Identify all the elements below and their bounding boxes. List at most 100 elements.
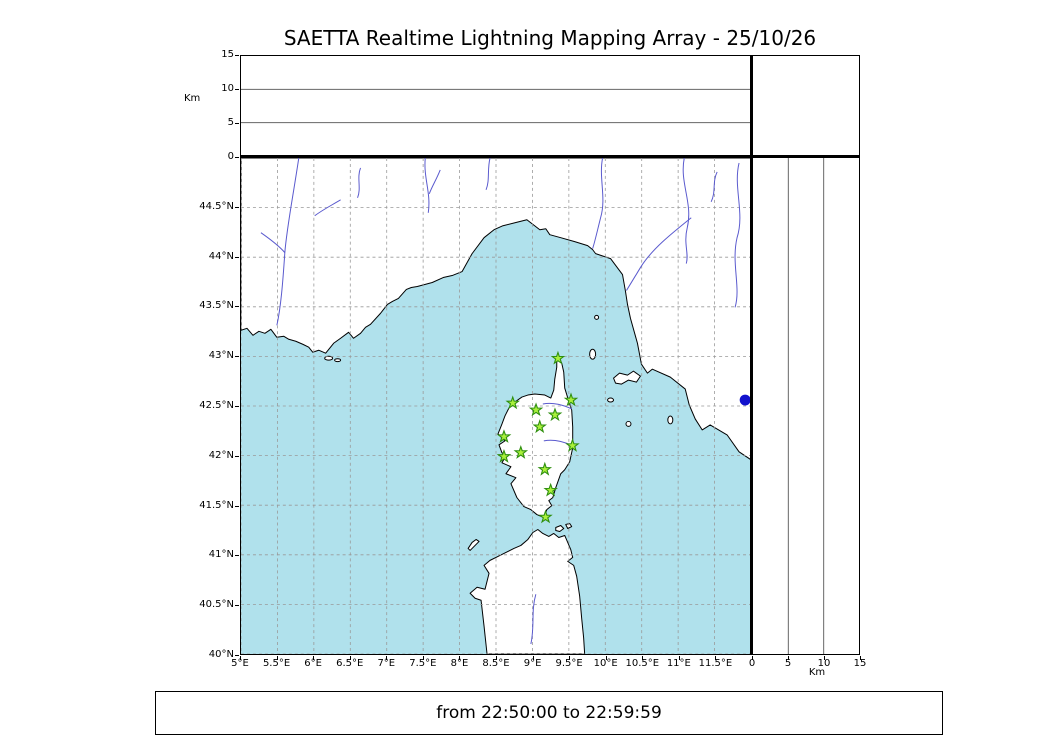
lon-tick-label: 11.5°E: [698, 658, 733, 669]
island-pianosa: [607, 397, 615, 403]
panel-divider-vertical: [750, 55, 753, 655]
altitude-longitude-panel: [240, 55, 752, 157]
river: [682, 158, 690, 264]
lat-axis-tick: [235, 505, 239, 507]
altitude-axis-tick: [235, 55, 239, 56]
time-range-label: from 22:50:00 to 22:59:59: [436, 703, 662, 723]
lat-axis-tick: [235, 206, 239, 208]
altitude-tick-label-top: 0: [227, 151, 234, 162]
lat-axis-tick: [235, 306, 239, 308]
station-marker: [547, 407, 563, 422]
map-plot: [241, 158, 751, 654]
river: [710, 171, 718, 203]
river: [734, 162, 741, 308]
altitude-tick-label-right: 10: [817, 658, 831, 669]
lat-tick-label: 41.5°N: [199, 499, 234, 511]
lat-axis-tick: [235, 455, 239, 457]
station-marker: [513, 444, 529, 459]
rivers-layer: [260, 158, 741, 645]
station-layer: [496, 350, 751, 524]
altitude-tick-label-top: 15: [221, 49, 234, 60]
lat-tick-label: 44.5°N: [199, 200, 234, 212]
river: [530, 594, 537, 645]
lon-tick-label: 7.5°E: [409, 658, 437, 669]
grid-layer: [241, 158, 751, 654]
lon-tick-label: 8°E: [450, 658, 469, 669]
station-marker: [563, 392, 579, 407]
lat-axis-tick: [235, 256, 239, 258]
lon-axis-tick: [313, 656, 315, 660]
altitude-axis-tick: [788, 656, 789, 660]
river: [424, 158, 430, 213]
station-marker: [505, 395, 520, 410]
altitude-latitude-panel: [752, 157, 860, 655]
corsica: [497, 356, 574, 519]
lat-axis-tick: [235, 356, 239, 358]
lon-tick-label: 11°E: [666, 658, 691, 669]
island-montecristo: [625, 420, 632, 427]
river: [357, 167, 361, 199]
land-layer: [241, 158, 751, 654]
altitude-axis-label-bottom: Km: [808, 667, 826, 678]
lon-axis-tick: [240, 656, 241, 660]
altitude-axis-tick: [824, 656, 825, 660]
lon-axis-tick: [422, 656, 424, 660]
altitude-latitude-plot: [787, 158, 825, 654]
lat-axis-tick: [235, 605, 239, 607]
river: [428, 169, 441, 195]
lon-axis-tick: [532, 656, 534, 660]
station-marker: [565, 437, 580, 452]
lon-axis-tick: [605, 656, 607, 660]
river: [542, 402, 572, 410]
lon-axis-tick: [715, 656, 717, 660]
lon-axis-tick: [496, 656, 497, 660]
island-maddalena: [555, 525, 565, 532]
river: [626, 217, 692, 291]
altitude-axis-tick: [235, 123, 239, 124]
lon-axis-tick: [459, 656, 461, 660]
altitude-axis-tick: [752, 656, 753, 660]
altitude-axis-label-left: Km: [184, 93, 201, 104]
island-hyeres: [324, 355, 334, 361]
lon-tick-label: 5.5°E: [262, 658, 291, 669]
island-asinara: [467, 538, 480, 551]
lat-axis-tick: [235, 555, 239, 557]
map-panel: [240, 157, 752, 655]
island-maddalena-2: [565, 523, 573, 530]
island-capraia: [589, 348, 597, 360]
lon-tick-label: 7°E: [377, 658, 396, 669]
island-hyeres-2: [334, 358, 342, 363]
lon-axis-tick: [642, 656, 644, 660]
altitude-tick-label-right: 0: [748, 658, 756, 669]
lon-tick-label: 10°E: [593, 658, 618, 669]
altitude-tick-label-right: 5: [784, 658, 792, 669]
altitude-axis-tick: [235, 157, 239, 158]
river: [592, 158, 604, 249]
lon-axis-tick: [386, 656, 388, 660]
altitude-axis-tick: [235, 89, 239, 90]
station-marker: [538, 509, 553, 524]
lon-axis-tick: [276, 656, 278, 660]
island-gorgona: [594, 314, 600, 320]
lat-tick-label: 41°N: [208, 549, 234, 561]
lat-tick-label: 40°N: [208, 649, 234, 660]
lon-tick-label: 5°E: [231, 658, 249, 669]
mainland-coast: [241, 158, 751, 461]
panel-divider-horizontal: [240, 155, 860, 158]
altitude-axis-tick: [860, 656, 861, 660]
station-marker: [496, 429, 512, 443]
lon-axis-tick: [349, 656, 351, 660]
lat-tick-label: 42.5°N: [199, 400, 234, 411]
lon-tick-label: 6.5°E: [336, 658, 364, 669]
altitude-tick-label-top: 5: [227, 117, 234, 128]
lat-tick-label: 42°N: [208, 449, 234, 461]
station-marker: [543, 482, 558, 497]
lon-tick-label: 9.5°E: [555, 658, 583, 669]
river: [314, 199, 341, 217]
lon-axis-tick: [569, 656, 571, 660]
altitude-longitude-plot: [241, 88, 751, 124]
lon-axis-tick: [678, 656, 680, 660]
lat-axis-tick: [235, 406, 239, 407]
island-elba: [613, 370, 641, 385]
